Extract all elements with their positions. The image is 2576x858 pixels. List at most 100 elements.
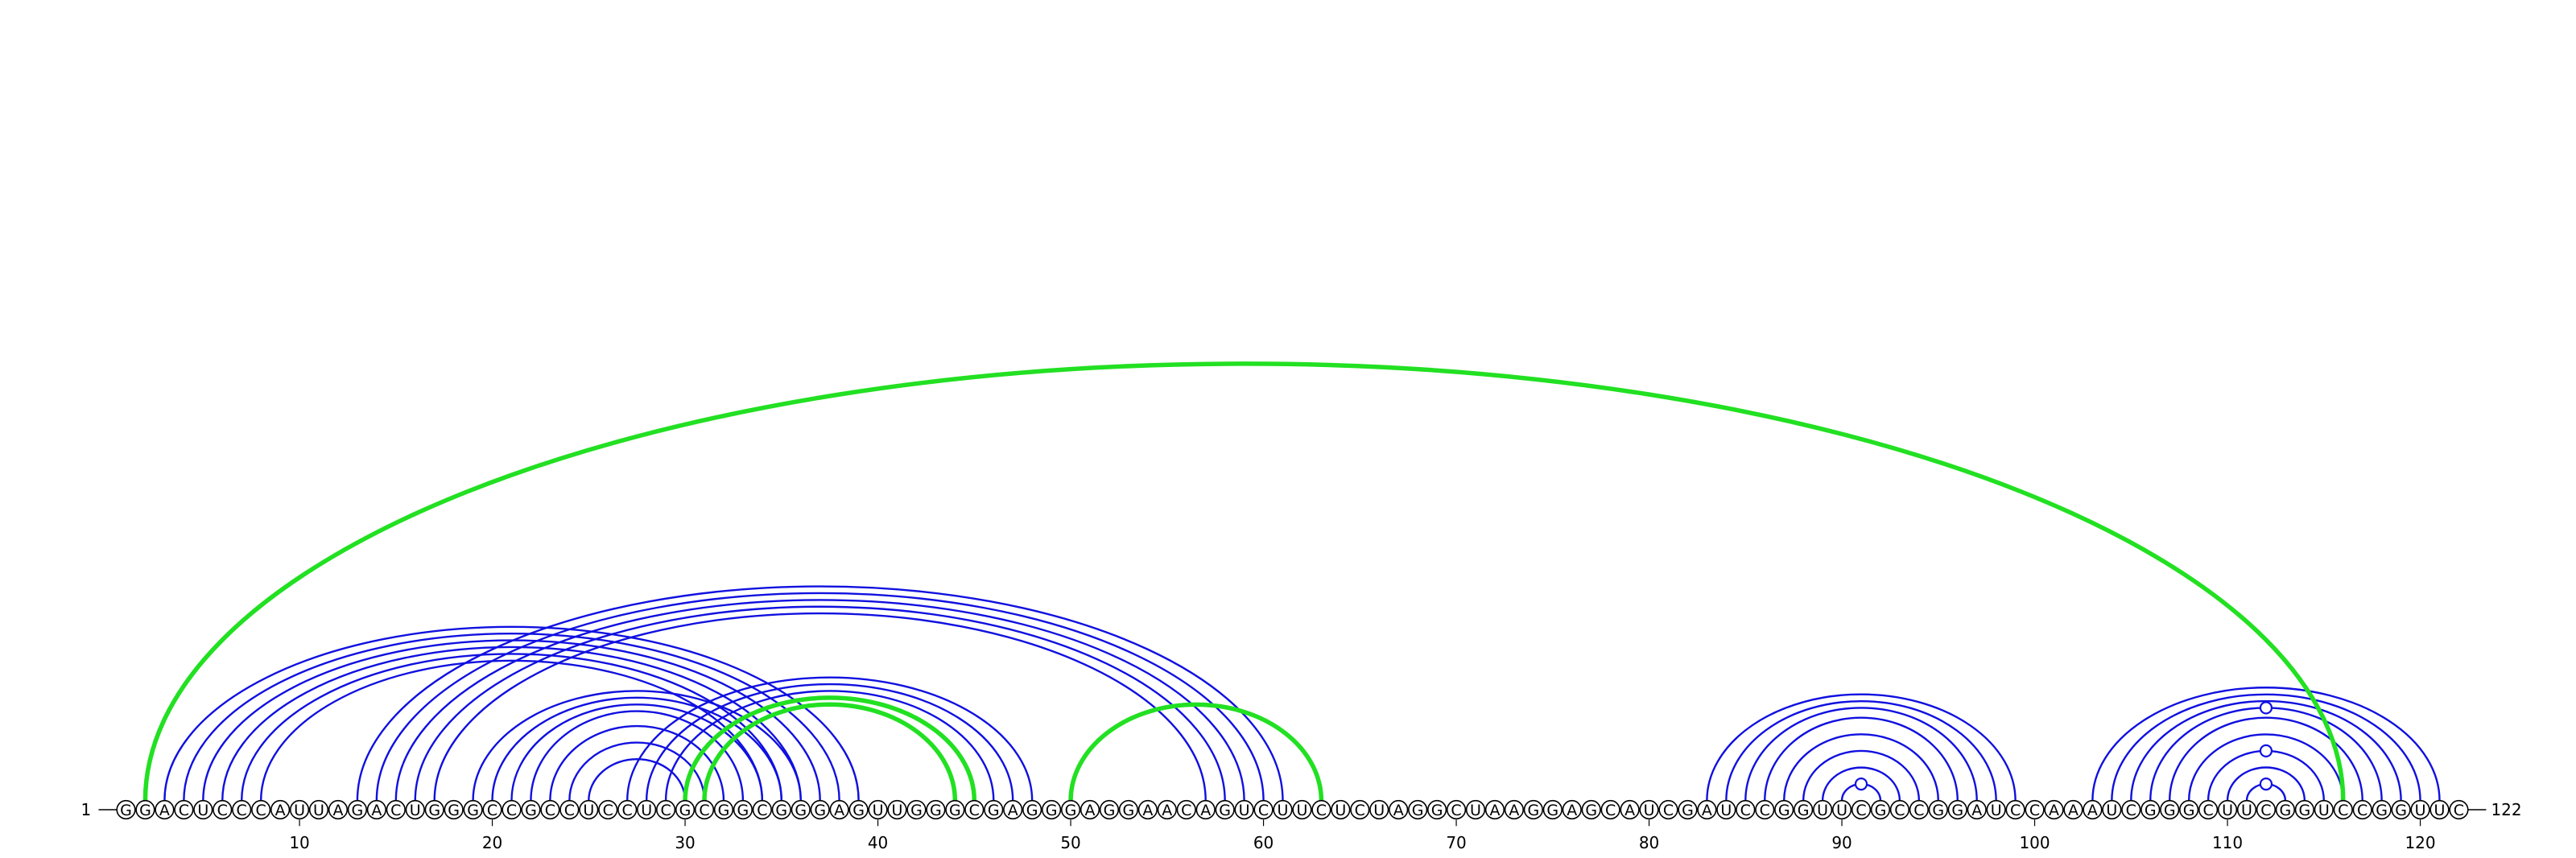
nucleotide-circle (232, 799, 252, 820)
nucleotide-letter: C (1856, 802, 1866, 819)
nucleotide-circle (829, 799, 849, 820)
nucleotide-circle (1755, 799, 1775, 820)
nucleotide-letter: U (2222, 802, 2233, 819)
nucleotide-circle (1465, 799, 1486, 820)
nucleotide-circle (1678, 799, 1698, 820)
nucleotide-letter: C (217, 802, 228, 819)
nucleotide-letter: C (179, 802, 189, 819)
nucleotide-letter: A (371, 802, 382, 819)
tick-label: 30 (675, 833, 695, 852)
base-pair-arc-blue (2130, 699, 2402, 801)
nucleotide-letter: U (197, 802, 208, 819)
nucleotide-circle (1600, 799, 1620, 820)
nucleotide-circle (1118, 799, 1138, 820)
base-pair-arc-blue (1764, 716, 1959, 801)
nucleotide-circle (521, 799, 541, 820)
nucleotide-circle (386, 799, 406, 820)
nucleotide-circle (289, 799, 310, 820)
nucleotide-circle (2275, 799, 2295, 820)
nucleotide-circle (155, 799, 175, 820)
nucleotide-letter: C (603, 802, 613, 819)
nucleotide-circle (2121, 799, 2141, 820)
nucleotide-letter: U (2415, 802, 2426, 819)
nucleotide-circle (2294, 799, 2314, 820)
base-pair-arc-blue (1802, 749, 1921, 801)
arcs-layer (142, 361, 2441, 801)
nucleotide-circle (2217, 799, 2238, 820)
nucleotide-letter: A (2049, 802, 2059, 819)
base-pair-arc-blue (626, 676, 1034, 801)
nucleotide-letter: G (467, 802, 479, 819)
nucleotide-circle (1003, 799, 1023, 820)
nucleotide-circle (1581, 799, 1601, 820)
nucleotide-circle (1774, 799, 1794, 820)
nucleotide-letter: A (1142, 802, 1153, 819)
arc-marker (1854, 778, 1868, 791)
nucleotide-circle (1022, 799, 1042, 820)
nucleotide-letter: U (1991, 802, 2002, 819)
nucleotide-circle (713, 799, 734, 820)
nucleotide-circle (2391, 799, 2411, 820)
nucleotide-letter: U (1373, 802, 1385, 819)
nucleotide-letter: C (564, 802, 575, 819)
nucleotide-circle (1639, 799, 1659, 820)
nucleotide-letter: A (1567, 802, 1577, 819)
base-pair-arc-green (1068, 702, 1324, 801)
nucleotide-circle (213, 799, 233, 820)
base-pair-arc-blue (183, 633, 840, 801)
nucleotide-circle (2102, 799, 2122, 820)
nucleotide-letter: G (852, 802, 865, 819)
nucleotide-circle (675, 799, 696, 820)
nucleotide-letter: C (969, 802, 980, 819)
nucleotide-letter: U (1239, 802, 1250, 819)
nucleotide-letter: G (1798, 802, 1810, 819)
nucleotide-letter: G (1546, 802, 1558, 819)
nucleotide-circle (2372, 799, 2392, 820)
base-pair-arc-green (702, 702, 958, 801)
nucleotide-circle (1041, 799, 1062, 820)
nucleotide-letter: U (1278, 802, 1289, 819)
tick-label: 40 (868, 833, 888, 852)
nucleotide-circle (694, 799, 715, 820)
nucleotide-letter: G (2376, 802, 2388, 819)
nucleotide-circle (2333, 799, 2353, 820)
nucleotide-letter: C (2357, 802, 2368, 819)
nucleotide-circle (1408, 799, 1428, 820)
nucleotide-circle (1137, 799, 1158, 820)
nucleotide-letter: C (1740, 802, 1751, 819)
nucleotide-letter: G (737, 802, 749, 819)
nucleotide-letter: G (448, 802, 460, 819)
nucleotide-letter: C (1451, 802, 1461, 819)
base-pair-arc-blue (1744, 707, 1978, 801)
markers-layer (1854, 701, 2273, 791)
nucleotide-circle (1273, 799, 1293, 820)
nucleotide-circle (1080, 799, 1100, 820)
nucleotide-circle (1620, 799, 1640, 820)
nucleotide-circle (2083, 799, 2103, 820)
nucleotide-circle (1736, 799, 1756, 820)
tick-label: 110 (2212, 833, 2243, 852)
nucleotide-circle (308, 799, 329, 820)
nucleotide-letter: G (1527, 802, 1539, 819)
nucleotide-circle (1928, 799, 1948, 820)
nucleotide-letter: G (814, 802, 826, 819)
nucleotide-circle (1542, 799, 1563, 820)
nucleotide-circle (1060, 799, 1081, 820)
nucleotide-circle (637, 799, 657, 820)
nucleotide-circle (1311, 799, 1331, 820)
base-pair-arc-blue (568, 741, 706, 801)
nucleotide-circle (887, 799, 907, 820)
nucleotide-circle (502, 799, 522, 820)
nucleotide-letter: A (1971, 802, 1982, 819)
nucleotide-circle (2179, 799, 2199, 820)
nucleotide-circle (926, 799, 946, 820)
nucleotide-letter: G (795, 802, 807, 819)
nucleotide-circle (1234, 799, 1254, 820)
base-pair-arc-green (683, 695, 977, 801)
nucleotide-letter: C (2010, 802, 2021, 819)
nucleotide-letter: U (873, 802, 884, 819)
nucleotide-circle (2063, 799, 2083, 820)
tick-label: 90 (1831, 833, 1852, 852)
